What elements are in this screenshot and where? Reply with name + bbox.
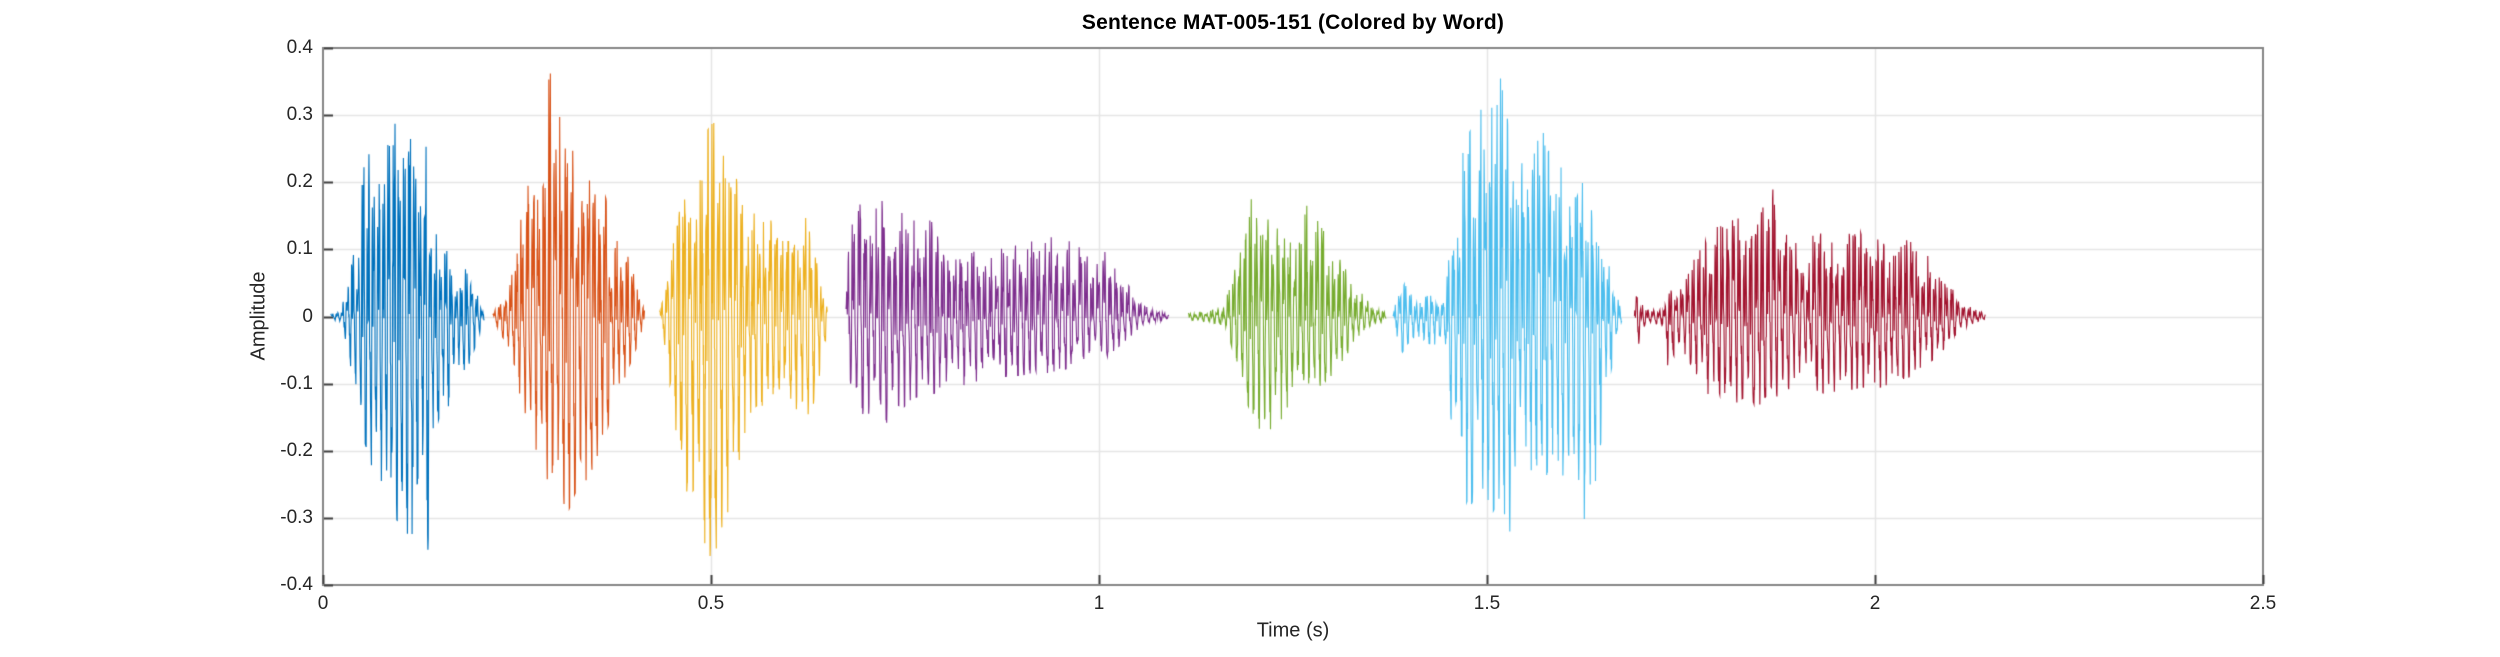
y-tick-label: -0.1 [280, 372, 313, 394]
y-tick-label: 0.4 [286, 37, 313, 58]
x-axis-label: Time (s) [1256, 619, 1330, 642]
x-tick-label: 2 [1869, 593, 1881, 614]
x-tick-label: 1.5 [1473, 593, 1501, 614]
chart-title: Sentence MAT-005-151 (Colored by Word) [1081, 11, 1505, 34]
y-tick-label: 0 [302, 305, 313, 327]
x-tick-label: 1 [1093, 593, 1105, 614]
x-tick-label: 2.5 [2249, 593, 2277, 614]
y-tick-label: 0.3 [286, 104, 313, 126]
x-tick-label: 0.5 [697, 593, 725, 614]
y-tick-label: -0.2 [280, 439, 313, 461]
y-tick-label: 0.1 [286, 238, 313, 260]
y-tick-label: 0.2 [286, 171, 313, 193]
x-tick-label: 0 [317, 593, 329, 614]
y-tick-label: -0.3 [280, 506, 313, 528]
y-tick-label: -0.4 [280, 574, 313, 595]
